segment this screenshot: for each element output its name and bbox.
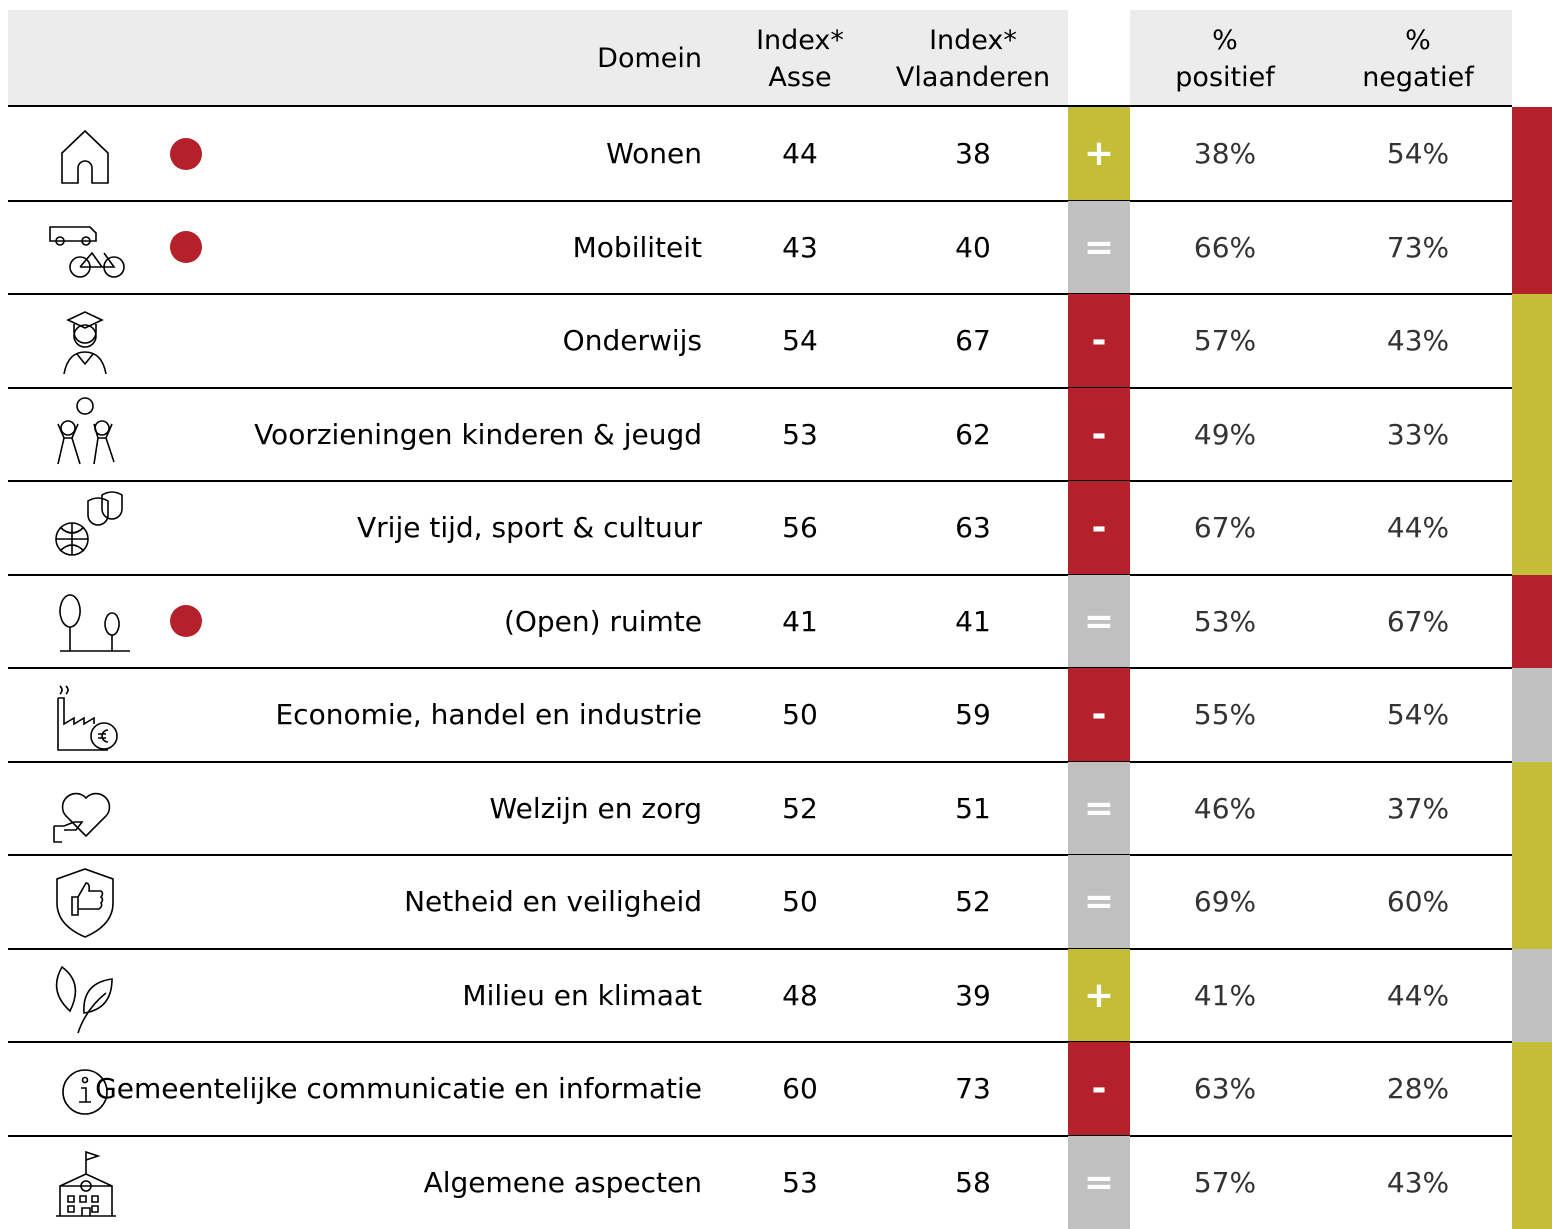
pct-negatief: 28%	[1338, 1042, 1498, 1136]
index-asse: 56	[720, 481, 880, 575]
domain: Gemeentelijke communicatie en informatie	[62, 1042, 702, 1136]
trend-sign: +	[1068, 107, 1130, 201]
pct-positief: 69%	[1145, 855, 1305, 949]
index-vlaanderen: 39	[893, 949, 1053, 1043]
header-positief: %positief	[1125, 22, 1325, 96]
pct-positief: 49%	[1145, 388, 1305, 482]
index-vlaanderen: 73	[893, 1042, 1053, 1136]
index-vlaanderen: 59	[893, 668, 1053, 762]
index-vlaanderen: 58	[893, 1136, 1053, 1229]
pct-negatief: 73%	[1338, 201, 1498, 295]
domain: Voorzieningen kinderen & jeugd	[62, 388, 702, 482]
index-vlaanderen: 40	[893, 201, 1053, 295]
trend-sign: +	[1068, 949, 1130, 1043]
status-bar	[1512, 575, 1552, 669]
trend-sign: =	[1068, 201, 1130, 295]
domain: Welzijn en zorg	[62, 762, 702, 856]
domain: Netheid en veiligheid	[62, 855, 702, 949]
index-vlaanderen: 67	[893, 294, 1053, 388]
index-asse: 43	[720, 201, 880, 295]
header-line: %	[1318, 22, 1518, 59]
status-bar	[1512, 1042, 1552, 1136]
header-line: Index*	[700, 22, 900, 59]
index-asse: 53	[720, 388, 880, 482]
pct-negatief: 37%	[1338, 762, 1498, 856]
domain: Mobiliteit	[62, 201, 702, 295]
index-vlaanderen: 52	[893, 855, 1053, 949]
pct-negatief: 60%	[1338, 855, 1498, 949]
index-vlaanderen: 51	[893, 762, 1053, 856]
index-asse: 54	[720, 294, 880, 388]
header-negatief: %negatief	[1318, 22, 1518, 96]
index-asse: 60	[720, 1042, 880, 1136]
header-index-asse: Index*Asse	[700, 22, 900, 96]
domain: Wonen	[62, 107, 702, 201]
domain: Onderwijs	[62, 294, 702, 388]
pct-positief: 66%	[1145, 201, 1305, 295]
pct-negatief: 54%	[1338, 107, 1498, 201]
status-bar	[1512, 949, 1552, 1043]
trend-sign: -	[1068, 388, 1130, 482]
status-bar	[1512, 388, 1552, 482]
trend-sign: -	[1068, 294, 1130, 388]
status-bar	[1512, 294, 1552, 388]
index-asse: 44	[720, 107, 880, 201]
header-line: Asse	[700, 59, 900, 96]
trend-sign: -	[1068, 1042, 1130, 1136]
header-line: Index*	[873, 22, 1073, 59]
index-asse: 41	[720, 575, 880, 669]
index-asse: 53	[720, 1136, 880, 1229]
index-vlaanderen: 63	[893, 481, 1053, 575]
pct-negatief: 44%	[1338, 949, 1498, 1043]
pct-negatief: 33%	[1338, 388, 1498, 482]
status-bar	[1512, 1136, 1552, 1229]
domain: Milieu en klimaat	[62, 949, 702, 1043]
index-vlaanderen: 62	[893, 388, 1053, 482]
header-domain: Domein	[400, 40, 702, 77]
pct-positief: 46%	[1145, 762, 1305, 856]
index-asse: 50	[720, 668, 880, 762]
header-line: positief	[1125, 59, 1325, 96]
pct-negatief: 67%	[1338, 575, 1498, 669]
domain: (Open) ruimte	[62, 575, 702, 669]
pct-negatief: 43%	[1338, 294, 1498, 388]
pct-positief: 41%	[1145, 949, 1305, 1043]
status-bar	[1512, 668, 1552, 762]
trend-sign: -	[1068, 481, 1130, 575]
status-bar	[1512, 762, 1552, 856]
trend-sign: =	[1068, 762, 1130, 856]
status-bar	[1512, 107, 1552, 201]
pct-positief: 55%	[1145, 668, 1305, 762]
pct-negatief: 54%	[1338, 668, 1498, 762]
trend-sign: =	[1068, 1136, 1130, 1229]
index-asse: 48	[720, 949, 880, 1043]
index-vlaanderen: 38	[893, 107, 1053, 201]
header-line: Vlaanderen	[873, 59, 1073, 96]
pct-positief: 67%	[1145, 481, 1305, 575]
status-bar	[1512, 481, 1552, 575]
pct-positief: 57%	[1145, 1136, 1305, 1229]
domain: Economie, handel en industrie	[62, 668, 702, 762]
pct-positief: 38%	[1145, 107, 1305, 201]
header-line: negatief	[1318, 59, 1518, 96]
header-index-vlaanderen: Index*Vlaanderen	[873, 22, 1073, 96]
pct-positief: 57%	[1145, 294, 1305, 388]
index-asse: 52	[720, 762, 880, 856]
trend-sign: =	[1068, 575, 1130, 669]
domain: Algemene aspecten	[62, 1136, 702, 1229]
pct-negatief: 44%	[1338, 481, 1498, 575]
trend-sign: -	[1068, 668, 1130, 762]
status-bar	[1512, 201, 1552, 295]
header-line: %	[1125, 22, 1325, 59]
pct-positief: 63%	[1145, 1042, 1305, 1136]
domain: Vrije tijd, sport & cultuur	[62, 481, 702, 575]
status-bar	[1512, 855, 1552, 949]
trend-sign: =	[1068, 855, 1130, 949]
pct-positief: 53%	[1145, 575, 1305, 669]
pct-negatief: 43%	[1338, 1136, 1498, 1229]
index-vlaanderen: 41	[893, 575, 1053, 669]
index-asse: 50	[720, 855, 880, 949]
